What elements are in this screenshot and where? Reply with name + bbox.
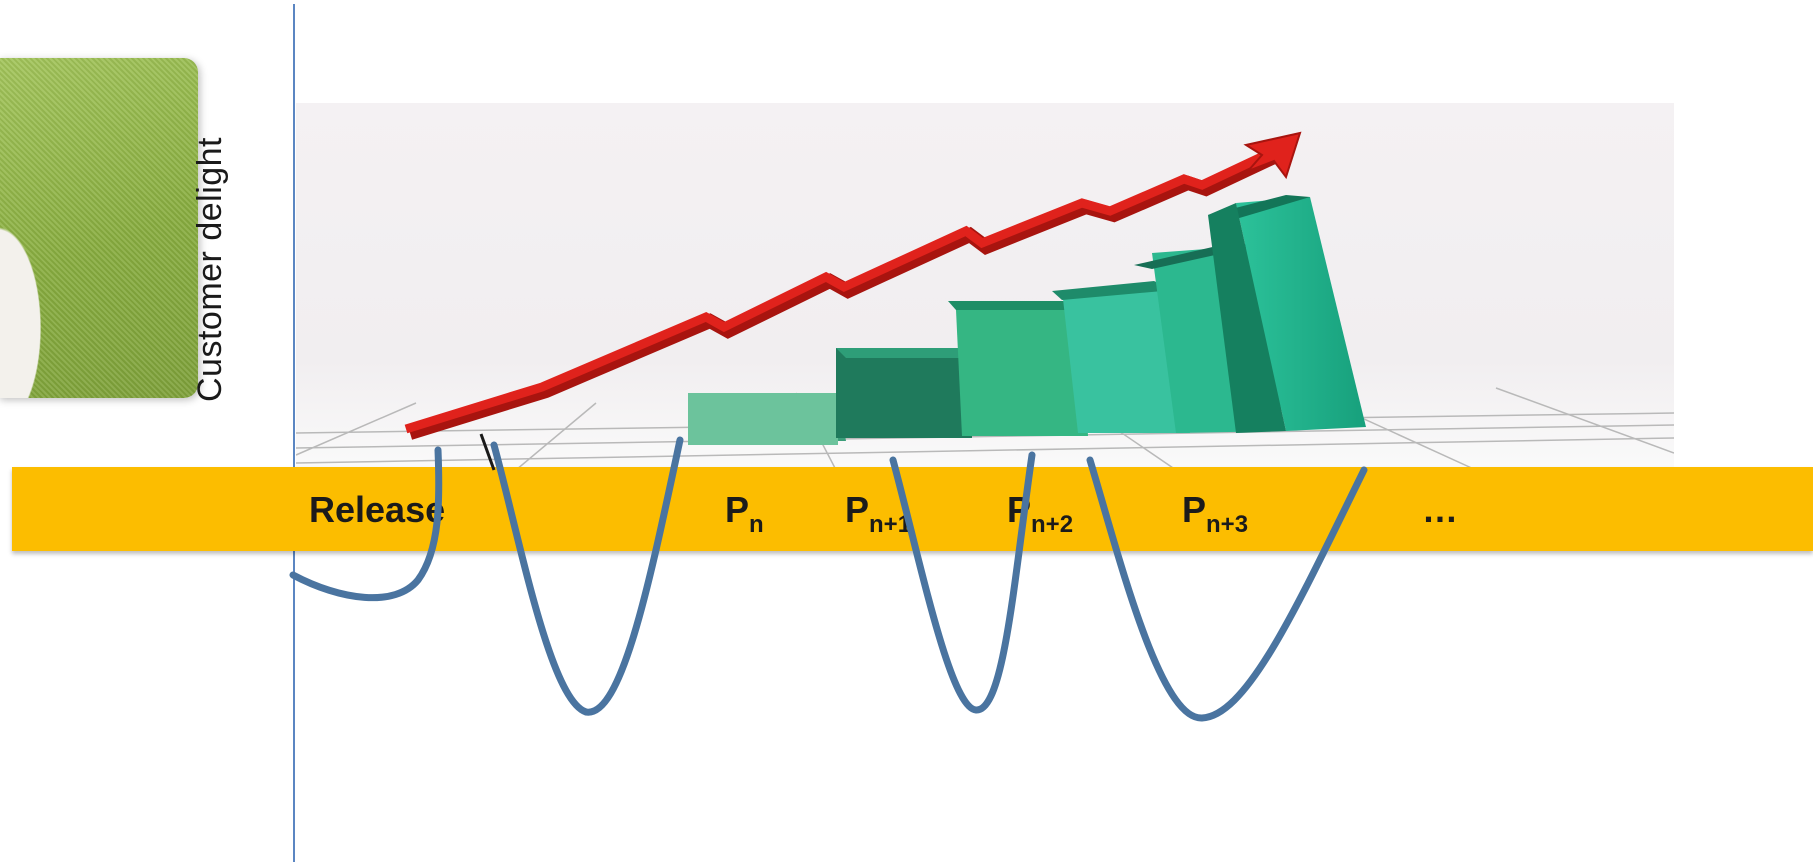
phase-p-n-label: P (725, 489, 750, 530)
growth-chart-image (296, 103, 1674, 470)
phase-p-n3-label: P (1182, 489, 1207, 530)
rising-arrow (404, 131, 1302, 440)
vertical-axis-line (293, 4, 295, 862)
phase-p-n2-sub: n+2 (1031, 511, 1074, 538)
bar-6 (1236, 197, 1366, 431)
bar-2-top (836, 348, 982, 358)
curve-dip-4 (1086, 456, 1368, 722)
bar-2 (836, 348, 972, 438)
phase-release-label: Release (309, 489, 446, 530)
bar-4-top (1052, 281, 1174, 300)
phase-p-n: Pn (725, 490, 764, 545)
person-photo (0, 58, 198, 398)
bar-4 (1062, 290, 1190, 433)
phase-p-n2: Pn+2 (1007, 490, 1073, 545)
curve-tick (479, 433, 496, 471)
bar-chart-with-rising-arrow-icon (296, 131, 1674, 470)
bar-3-top (948, 301, 1082, 310)
phase-ellipsis: … (1422, 490, 1458, 530)
phase-ellipsis-label: … (1422, 489, 1458, 530)
phase-p-n3: Pn+3 (1182, 490, 1248, 545)
phase-p-n-sub: n (749, 511, 764, 538)
bars-group (688, 195, 1366, 445)
phase-release: Release (309, 490, 445, 530)
curve-dip-2 (490, 436, 684, 716)
bar-6-side (1208, 203, 1286, 433)
bar-3 (956, 310, 1088, 436)
bar-1 (688, 393, 838, 445)
phase-p-n3-sub: n+3 (1206, 511, 1249, 538)
phase-p-n1-label: P (845, 489, 870, 530)
curve-dip-3 (889, 451, 1036, 714)
curve-dip-1 (289, 446, 443, 602)
